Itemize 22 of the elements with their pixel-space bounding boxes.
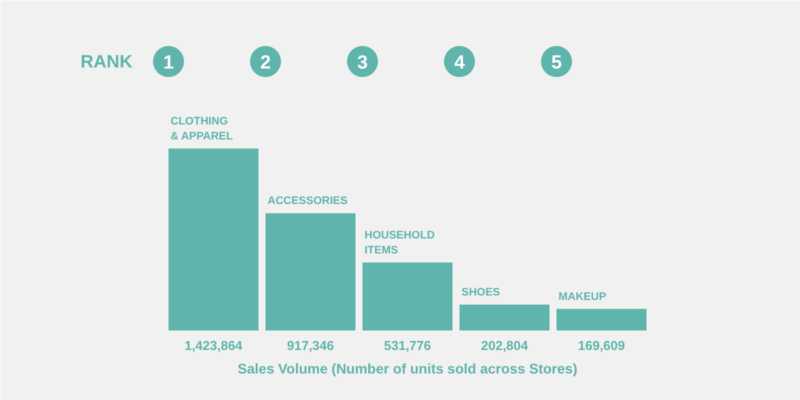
text: 2 [260, 52, 271, 74]
data-label: 202,804 [481, 338, 529, 353]
data-label: 169,609 [578, 338, 626, 353]
x-tick-label: SHOES [462, 286, 500, 299]
bar [556, 308, 646, 330]
data-label: 917,346 [287, 338, 334, 353]
text: RANK [80, 52, 132, 72]
text: 5 [551, 52, 562, 74]
data-label: 1,423,864 [184, 338, 244, 353]
bar [266, 213, 356, 330]
x-tick-label: CLOTHING & APPAREL [170, 116, 234, 142]
x-tick-label: HOUSEHOLD ITEMS [364, 230, 435, 257]
text: 1 [163, 52, 174, 74]
bar [362, 262, 452, 330]
text: 4 [454, 52, 466, 74]
x-tick-label: ACCESSORIES [268, 195, 348, 208]
bar [460, 304, 550, 330]
data-label: 531,776 [384, 338, 432, 353]
x-axis-title: Sales Volume (Number of units sold across Stores) [238, 360, 578, 376]
text: 3 [357, 52, 368, 74]
x-tick-label: MAKEUP [558, 290, 606, 303]
bar [168, 148, 258, 330]
